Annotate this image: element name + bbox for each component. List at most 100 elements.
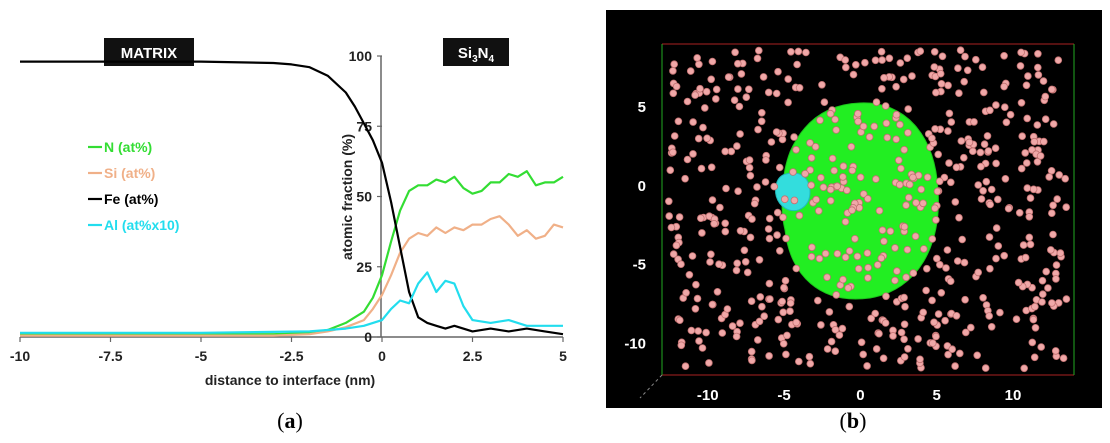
atom-point	[1017, 99, 1026, 107]
atom-point	[871, 56, 880, 65]
atom-point	[956, 46, 965, 54]
atom-point	[919, 199, 927, 208]
atom-point	[817, 321, 825, 329]
atom-point	[811, 143, 820, 151]
atom-point	[867, 314, 875, 323]
atom-point	[755, 317, 764, 326]
atom-point	[891, 244, 899, 252]
atom-point	[961, 295, 969, 304]
atom-point	[792, 318, 801, 327]
atom-point	[878, 226, 887, 235]
atom-point	[764, 225, 773, 233]
atom-point	[946, 178, 955, 187]
atom-point	[675, 213, 684, 221]
atom-point	[734, 85, 742, 93]
atom-point	[992, 224, 1001, 232]
atom-point	[746, 233, 755, 242]
atom-point	[792, 146, 800, 154]
atom-point	[721, 227, 730, 236]
atom-point	[871, 309, 879, 318]
atom-point	[843, 186, 851, 195]
atom-point	[894, 156, 903, 165]
atom-point	[854, 264, 863, 273]
atom-point	[765, 214, 774, 223]
atom-point	[904, 105, 912, 113]
panel-a-line-chart: MATRIX Si3N4 -10 -7.5 -5 -2.5 0 2.5 5 distance…	[10, 38, 567, 433]
atom-point	[784, 98, 792, 107]
atom-point	[922, 264, 931, 273]
atom-point	[807, 154, 816, 162]
atom-point	[1000, 51, 1008, 60]
atom-point	[1062, 203, 1070, 212]
atom-point	[854, 109, 862, 118]
atom-point	[722, 184, 730, 193]
atom-point	[942, 264, 950, 272]
atom-point	[986, 200, 994, 209]
atom-point	[778, 135, 787, 144]
atom-point	[805, 352, 814, 361]
atom-point	[781, 276, 790, 285]
atom-point	[1039, 290, 1047, 299]
atom-point	[761, 178, 770, 186]
atom-point	[754, 125, 762, 134]
legend-entry: N (at%)	[104, 139, 152, 155]
atom-point	[923, 173, 932, 182]
atom-point	[743, 268, 752, 277]
atom-point	[795, 211, 804, 220]
atom-point	[741, 257, 750, 266]
atom-point	[851, 235, 859, 243]
atom-point	[847, 143, 856, 151]
atom-point	[882, 119, 891, 128]
atom-map-x-tick-label: -10	[697, 387, 719, 404]
atom-point	[832, 291, 841, 299]
x-tick-label: -10	[10, 348, 30, 364]
atom-point	[961, 52, 969, 61]
atom-point	[826, 197, 835, 205]
atom-point	[736, 130, 744, 138]
atom-point	[775, 247, 784, 255]
atom-point	[970, 118, 978, 126]
atom-point	[664, 197, 673, 206]
atom-point	[878, 56, 886, 64]
atom-point	[1034, 71, 1043, 79]
atom-point	[806, 139, 814, 147]
atom-point	[747, 347, 756, 356]
atom-point	[667, 223, 676, 232]
atom-point	[759, 73, 768, 81]
atom-point	[849, 70, 858, 79]
atom-point	[790, 133, 798, 141]
atom-point	[864, 274, 872, 282]
atom-point	[786, 299, 795, 307]
atom-point	[823, 345, 832, 353]
atom-point	[954, 64, 962, 72]
atom-point	[702, 87, 711, 96]
atom-point	[828, 154, 837, 163]
atom-point	[765, 234, 774, 243]
atom-point	[928, 339, 937, 347]
panel-label-b: (b)	[840, 408, 867, 433]
atom-point	[880, 237, 888, 246]
atom-point	[883, 133, 892, 142]
atom-point	[928, 296, 936, 305]
atom-point	[757, 109, 766, 117]
atom-point	[691, 304, 700, 313]
atom-point	[783, 331, 791, 340]
atom-point	[724, 73, 733, 81]
atom-point	[742, 93, 751, 101]
atom-point	[1023, 184, 1032, 192]
atom-point	[936, 69, 945, 78]
atom-point	[812, 195, 820, 204]
atom-point	[681, 362, 690, 371]
atom-point	[965, 138, 974, 147]
atom-point	[928, 134, 936, 143]
atom-point	[932, 254, 941, 263]
atom-point	[675, 316, 684, 325]
atom-point	[815, 254, 824, 263]
atom-point	[707, 75, 715, 84]
atom-point	[816, 116, 824, 125]
atom-point	[666, 166, 675, 175]
atom-point	[1019, 241, 1028, 249]
atom-point	[1004, 204, 1013, 213]
atom-point	[733, 59, 742, 68]
atom-point	[821, 249, 830, 258]
